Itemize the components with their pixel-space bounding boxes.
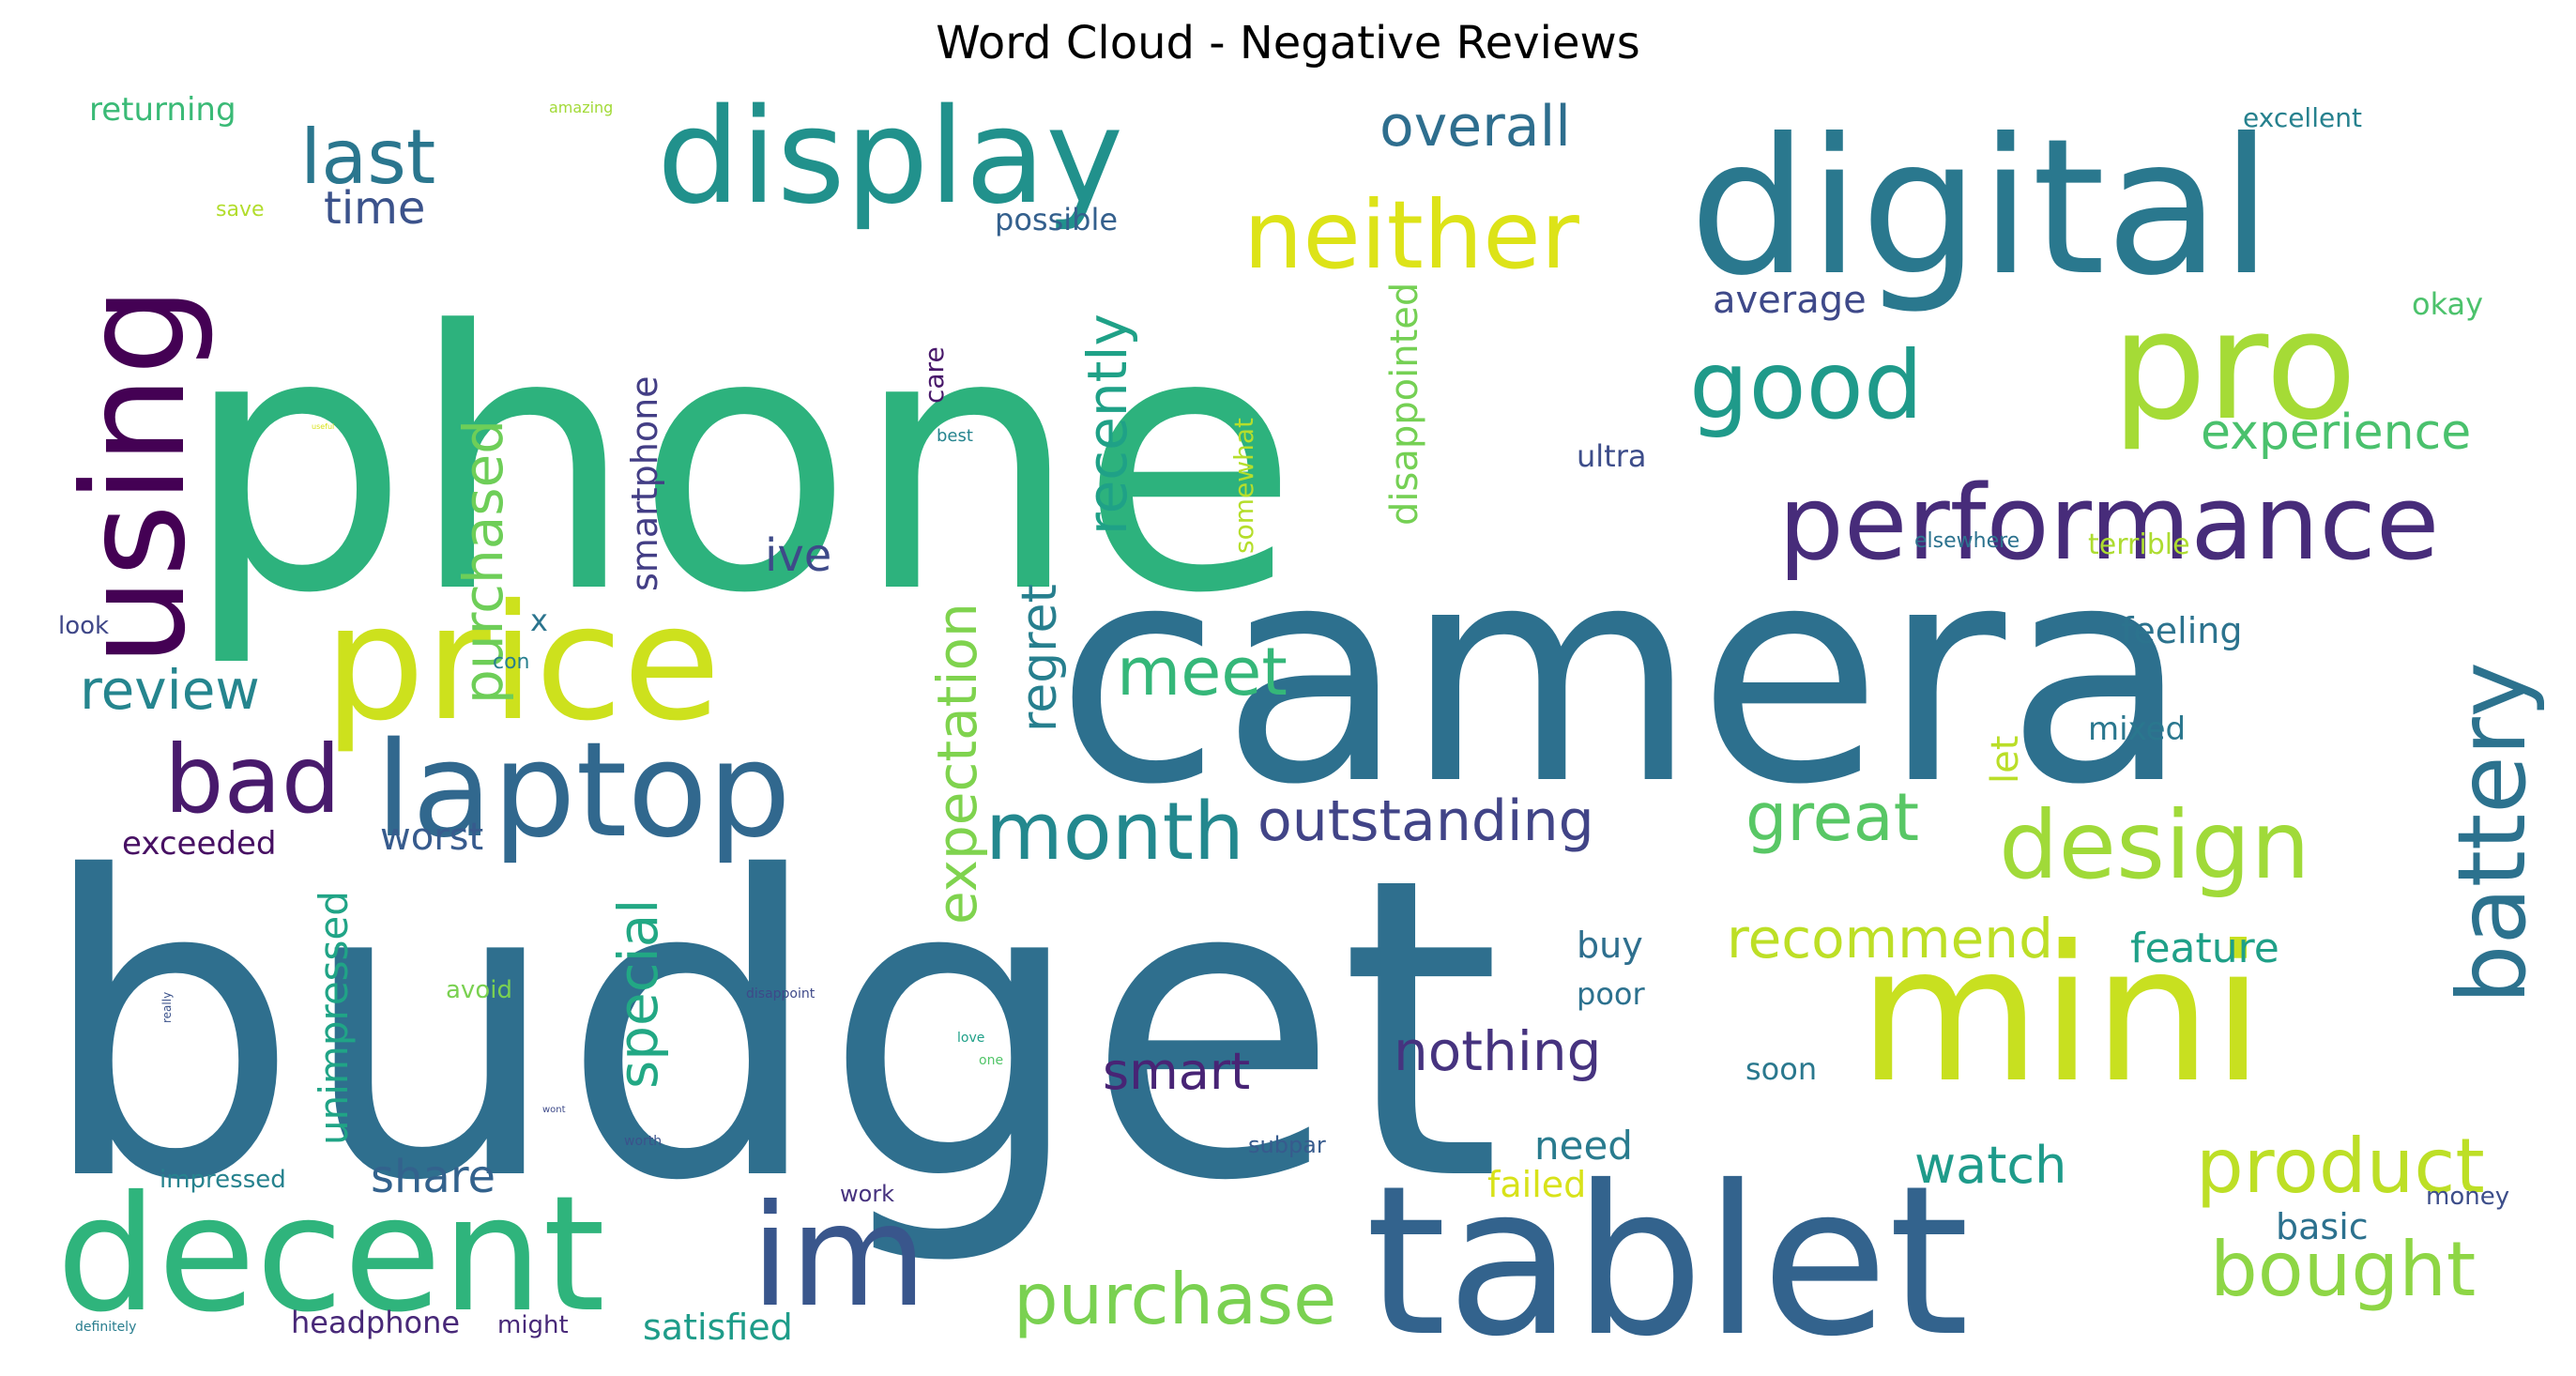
cloud-word-product: product: [2196, 1123, 2485, 1210]
cloud-word-somewhat: somewhat: [1228, 418, 1259, 554]
cloud-word-excellent: excellent: [2243, 102, 2362, 133]
cloud-word-subpar: subpar: [1248, 1132, 1326, 1158]
cloud-word-time: time: [324, 182, 425, 235]
cloud-word-poor: poor: [1577, 976, 1645, 1012]
cloud-word-feature: feature: [2130, 925, 2279, 972]
cloud-word-love: love: [957, 1031, 984, 1046]
cloud-word-great: great: [1745, 779, 1919, 856]
cloud-word-might: might: [497, 1311, 569, 1339]
cloud-word-camera: camera: [1056, 501, 2189, 850]
cloud-word-experience: experience: [2201, 405, 2471, 461]
cloud-word-neither: neither: [1243, 180, 1580, 290]
cloud-word-need: need: [1534, 1123, 1633, 1169]
cloud-word-display: display: [657, 81, 1123, 234]
cloud-word-meet: meet: [1117, 634, 1288, 711]
cloud-word-performance: performance: [1778, 463, 2439, 583]
cloud-word-impressed: impressed: [160, 1166, 286, 1194]
cloud-word-mixed: mixed: [2088, 711, 2186, 748]
cloud-word-avoid: avoid: [446, 976, 512, 1004]
cloud-word-watch: watch: [1914, 1136, 2066, 1195]
cloud-word-purchase: purchase: [1014, 1258, 1336, 1340]
cloud-word-ultra: ultra: [1577, 438, 1646, 474]
cloud-word-worth: worth: [624, 1134, 662, 1149]
cloud-word-con: con: [493, 650, 530, 674]
cloud-word-mini: mini: [1858, 906, 2264, 1124]
cloud-word-battery: battery: [2437, 662, 2547, 1004]
cloud-word-outstanding: outstanding: [1258, 788, 1594, 854]
cloud-word-possible: possible: [995, 202, 1118, 237]
cloud-word-money: money: [2426, 1183, 2509, 1211]
cloud-word-definitely: definitely: [75, 1320, 136, 1335]
cloud-word-smartphone: smartphone: [624, 375, 665, 591]
cloud-word-decent: decent: [56, 1162, 605, 1348]
cloud-word-purchased: purchased: [451, 420, 515, 704]
cloud-word-feeling: feeling: [2121, 610, 2242, 651]
cloud-word-ive: ive: [765, 529, 831, 582]
cloud-word-wont: wont: [542, 1105, 566, 1115]
cloud-word-okay: okay: [2412, 286, 2483, 322]
cloud-word-recently: recently: [1075, 313, 1139, 535]
chart-title: Word Cloud - Negative Reviews: [936, 17, 1640, 69]
cloud-word-let: let: [1984, 736, 2027, 784]
cloud-word-laptop: laptop: [375, 714, 791, 867]
cloud-word-amazing: amazing: [549, 99, 613, 116]
cloud-word-failed: failed: [1487, 1164, 1586, 1205]
cloud-word-unimpressed: unimpressed: [311, 891, 357, 1145]
cloud-word-using: using: [53, 286, 217, 666]
cloud-word-last: last: [300, 114, 435, 201]
cloud-word-digital: digital: [1689, 99, 2273, 317]
cloud-word-price: price: [324, 571, 721, 757]
cloud-word-exceeded: exceeded: [122, 825, 276, 863]
cloud-word-worst: worst: [380, 816, 483, 859]
cloud-word-care: care: [919, 346, 950, 404]
cloud-word-phone: phone: [183, 255, 1299, 671]
cloud-word-best: best: [937, 426, 973, 446]
cloud-word-im: im: [751, 1175, 927, 1338]
cloud-word-disappointed: disappointed: [1383, 283, 1426, 526]
cloud-word-nothing: nothing: [1394, 1019, 1601, 1083]
cloud-word-basic: basic: [2276, 1206, 2369, 1247]
cloud-word-elsewhere: elsewhere: [1914, 529, 2020, 553]
cloud-word-save: save: [216, 198, 265, 222]
cloud-word-x: x: [530, 603, 548, 638]
cloud-word-tablet: tablet: [1365, 1141, 1969, 1376]
cloud-word-bad: bad: [164, 725, 341, 834]
cloud-word-terrible: terrible: [2088, 528, 2190, 561]
cloud-word-review: review: [80, 658, 260, 722]
cloud-word-satisfied: satisfied: [643, 1307, 793, 1348]
cloud-word-really: really: [160, 992, 174, 1023]
cloud-word-soon: soon: [1745, 1051, 1817, 1087]
cloud-word-look: look: [58, 612, 109, 640]
cloud-word-pro: pro: [2111, 278, 2357, 453]
cloud-word-design: design: [1999, 790, 2310, 900]
cloud-word-average: average: [1713, 279, 1867, 322]
cloud-word-overall: overall: [1379, 94, 1571, 160]
cloud-word-share: share: [371, 1151, 495, 1203]
cloud-word-special: special: [606, 899, 670, 1089]
cloud-word-budget: budget: [38, 790, 1501, 1271]
cloud-word-month: month: [985, 786, 1244, 879]
cloud-word-one: one: [979, 1053, 1003, 1068]
cloud-word-expectation: expectation: [925, 603, 989, 925]
cloud-word-headphone: headphone: [291, 1305, 460, 1340]
cloud-word-buy: buy: [1577, 925, 1643, 966]
cloud-word-useful: useful: [312, 422, 334, 431]
cloud-word-regret: regret: [1012, 584, 1068, 732]
cloud-word-returning: returning: [89, 91, 236, 129]
cloud-word-work: work: [840, 1181, 894, 1207]
cloud-word-good: good: [1689, 330, 1923, 440]
cloud-word-recommend: recommend: [1727, 907, 2053, 971]
cloud-word-smart: smart: [1103, 1042, 1250, 1101]
cloud-word-bought: bought: [2210, 1226, 2476, 1313]
cloud-word-disappoint: disappoint: [746, 986, 815, 1001]
